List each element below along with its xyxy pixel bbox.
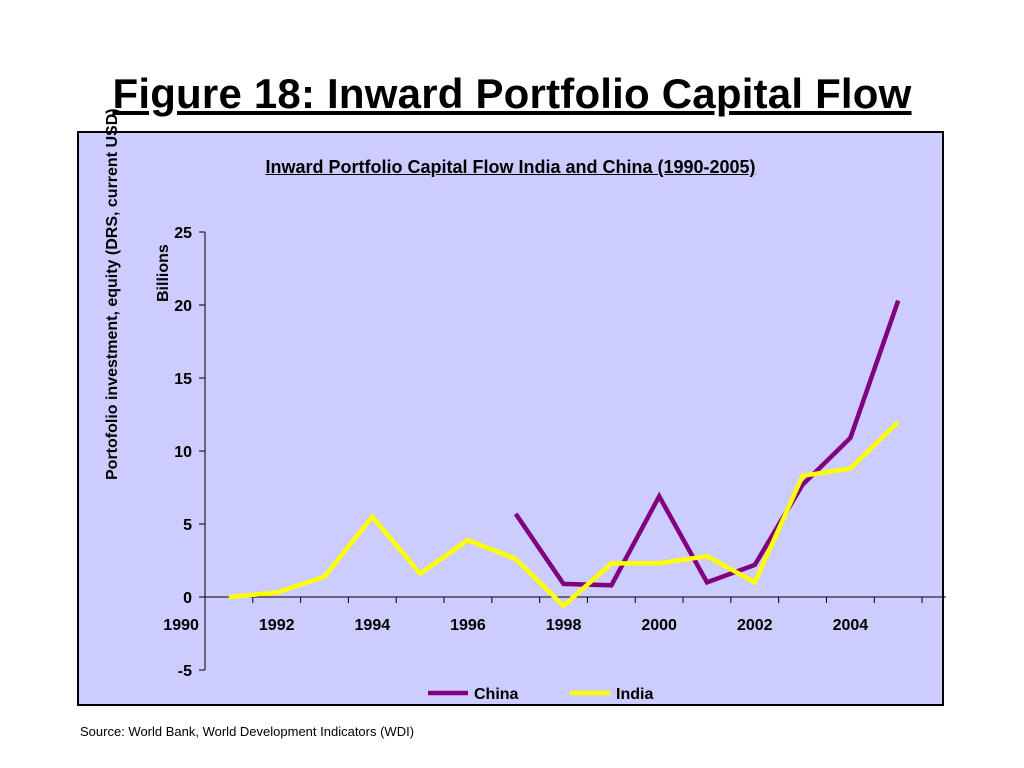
y-tick-label: 25	[174, 225, 192, 242]
x-tick-label: 1998	[546, 617, 582, 634]
y-tick-label: -5	[178, 663, 192, 680]
legend-label-china: China	[474, 686, 519, 703]
x-tick-label: 1992	[259, 617, 295, 634]
x-tick-label: 1994	[355, 617, 391, 634]
chart-title: Inward Portfolio Capital Flow India and …	[265, 157, 756, 177]
y-tick-label: 0	[183, 590, 192, 607]
series-line-china	[513, 299, 901, 588]
x-tick-label: 2004	[833, 617, 869, 634]
y-tick-label: 5	[183, 517, 192, 534]
x-tick-label: 2000	[641, 617, 677, 634]
y-tick-label: 10	[174, 444, 192, 461]
chart-area: Inward Portfolio Capital Flow India and …	[77, 131, 944, 706]
source-note: Source: World Bank, World Development In…	[80, 724, 415, 739]
x-tick-label: 1990	[163, 617, 199, 634]
y-tick-label: 15	[174, 371, 192, 388]
x-tick-label: 1996	[450, 617, 486, 634]
y-tick-label: 20	[174, 298, 192, 315]
series-line-india	[228, 420, 900, 609]
legend-label-india: India	[616, 686, 653, 703]
x-tick-label: 2002	[737, 617, 773, 634]
slide-title: Figure 18: Inward Portfolio Capital Flow	[112, 70, 912, 117]
